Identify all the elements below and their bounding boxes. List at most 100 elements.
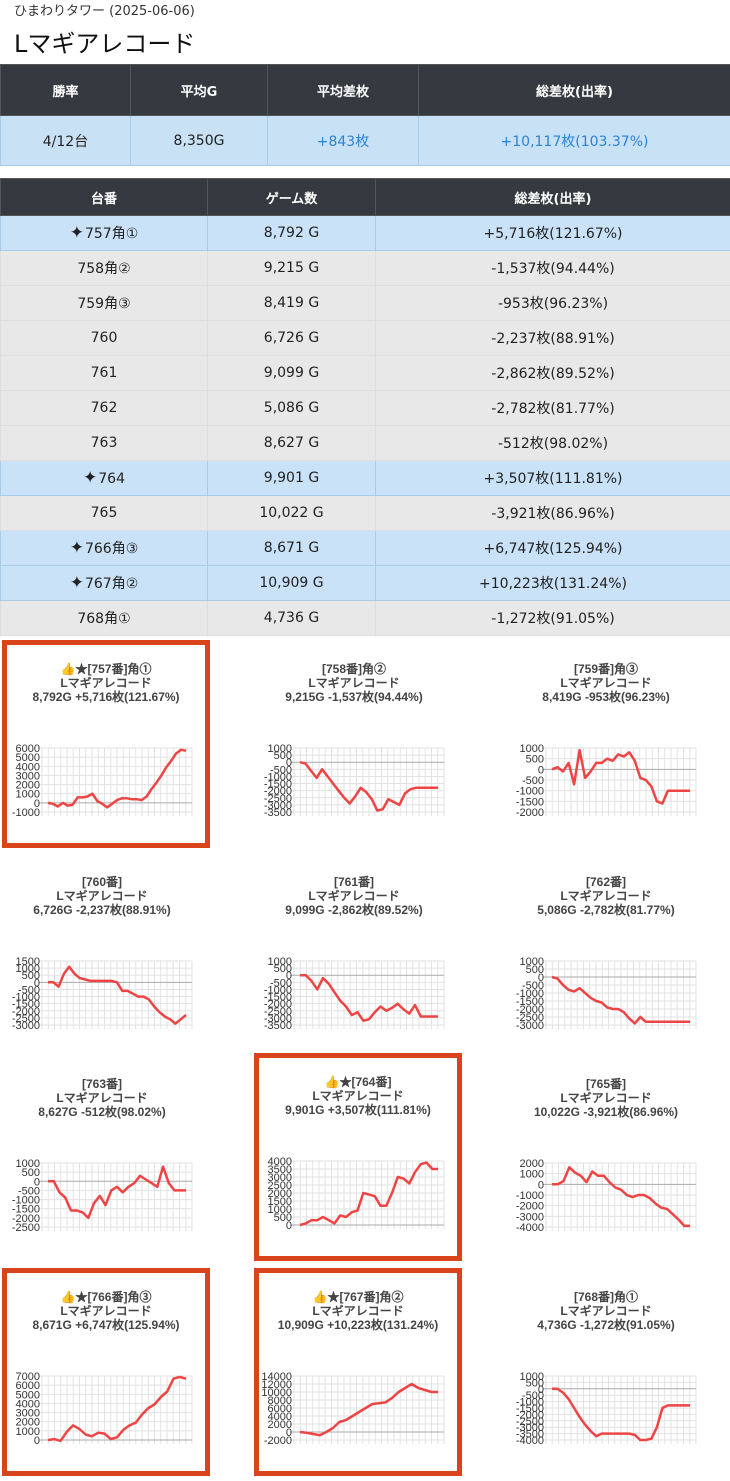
summary-winrate: 4/12台 <box>1 116 131 166</box>
machine-number: 763 <box>91 435 118 451</box>
machine-number-cell: 761 <box>1 356 208 391</box>
machine-games: 10,909 G <box>208 566 376 601</box>
machine-number-cell: 758角② <box>1 251 208 286</box>
y-tick-label: 0 <box>34 1435 40 1447</box>
summary-table: 勝率 平均G 平均差枚 総差枚(出率) 4/12台 8,350G +843枚 +… <box>0 64 730 166</box>
machine-games: 9,901 G <box>208 461 376 496</box>
table-row[interactable]: 761 9,099 G-2,862枚(89.52%) <box>1 356 730 391</box>
machine-diff: +5,716枚(121.67%) <box>376 216 730 251</box>
machine-number-cell: ✦764 <box>1 461 208 496</box>
sparkle-icon: ✦ <box>83 468 97 488</box>
machine-number: 758角② <box>77 261 130 277</box>
machine-number-cell: 765 <box>1 496 208 531</box>
machine-diff: -3,921枚(86.96%) <box>376 496 730 531</box>
table-row[interactable]: 762 5,086 G-2,782枚(81.77%) <box>1 391 730 426</box>
table-row[interactable]: 768角① 4,736 G-1,272枚(91.05%) <box>1 601 730 636</box>
machine-diff: -512枚(98.02%) <box>376 426 730 461</box>
summary-header-avg-games: 平均G <box>131 65 268 116</box>
store-date-subtitle: ひまわりタワー (2025-06-06) <box>14 0 195 19</box>
machine-diff: +10,223枚(131.24%) <box>376 566 730 601</box>
machine-games: 9,099 G <box>208 356 376 391</box>
machine-number-cell: 762 <box>1 391 208 426</box>
y-tick-label: -3500 <box>264 1020 292 1032</box>
machine-header-number: 台番 <box>1 179 208 216</box>
y-tick-label: -2000 <box>264 1435 292 1447</box>
machine-number: 760 <box>91 330 118 346</box>
y-tick-label: -2000 <box>516 807 544 819</box>
machine-number: 766角③ <box>85 541 138 557</box>
table-row[interactable]: ✦757角① 8,792 G+5,716枚(121.67%) <box>1 216 730 251</box>
summary-avg-diff: +843枚 <box>268 116 419 166</box>
machine-number: 764 <box>98 471 125 487</box>
machine-diff: -2,237枚(88.91%) <box>376 321 730 356</box>
y-tick-label: 0 <box>286 1220 292 1232</box>
machine-number-cell: ✦767角② <box>1 566 208 601</box>
machine-diff: -2,862枚(89.52%) <box>376 356 730 391</box>
machine-games: 9,215 G <box>208 251 376 286</box>
machine-games: 8,627 G <box>208 426 376 461</box>
machine-diff: -1,272枚(91.05%) <box>376 601 730 636</box>
y-tick-label: -4000 <box>516 1435 544 1447</box>
sparkle-icon: ✦ <box>70 573 84 593</box>
line-chart: 10005000-500-1000-1500-2000-2500-3000-35… <box>254 853 454 1053</box>
summary-header-avg-diff: 平均差枚 <box>268 65 419 116</box>
machine-games: 8,671 G <box>208 531 376 566</box>
machine-number: 767角② <box>85 576 138 592</box>
page-title: Lマギアレコード <box>14 24 195 59</box>
machine-games: 8,792 G <box>208 216 376 251</box>
machine-games: 5,086 G <box>208 391 376 426</box>
sparkle-icon: ✦ <box>70 223 84 243</box>
machine-number-cell: ✦766角③ <box>1 531 208 566</box>
machine-header-diff: 総差枚(出率) <box>376 179 730 216</box>
machine-number-cell: 768角① <box>1 601 208 636</box>
machine-number: 762 <box>91 400 118 416</box>
y-tick-label: -1000 <box>12 807 40 819</box>
table-row[interactable]: 763 8,627 G-512枚(98.02%) <box>1 426 730 461</box>
machine-number: 761 <box>91 365 118 381</box>
machine-diff: +3,507枚(111.81%) <box>376 461 730 496</box>
machine-number: 757角① <box>85 226 138 242</box>
y-tick-label: -4000 <box>516 1222 544 1234</box>
machine-number: 768角① <box>77 611 130 627</box>
y-tick-label: -2500 <box>12 1222 40 1234</box>
machine-games: 10,022 G <box>208 496 376 531</box>
line-chart: 150010005000-500-1000-1500-2000-2500-300… <box>2 853 202 1053</box>
machine-games: 8,419 G <box>208 286 376 321</box>
machine-number-cell: 759角③ <box>1 286 208 321</box>
line-chart: 10005000-500-1000-1500-2000-2500-3000-35… <box>506 1268 706 1468</box>
machine-number: 765 <box>91 505 118 521</box>
line-chart: 10005000-500-1000-1500-2000-2500-3000-35… <box>254 640 454 840</box>
table-row[interactable]: 765 10,022 G-3,921枚(86.96%) <box>1 496 730 531</box>
machine-number-cell: 763 <box>1 426 208 461</box>
machine-diff: -2,782枚(81.77%) <box>376 391 730 426</box>
table-row[interactable]: 759角③ 8,419 G-953枚(96.23%) <box>1 286 730 321</box>
machine-number: 759角③ <box>77 296 130 312</box>
machine-diff: -953枚(96.23%) <box>376 286 730 321</box>
machine-games: 4,736 G <box>208 601 376 636</box>
